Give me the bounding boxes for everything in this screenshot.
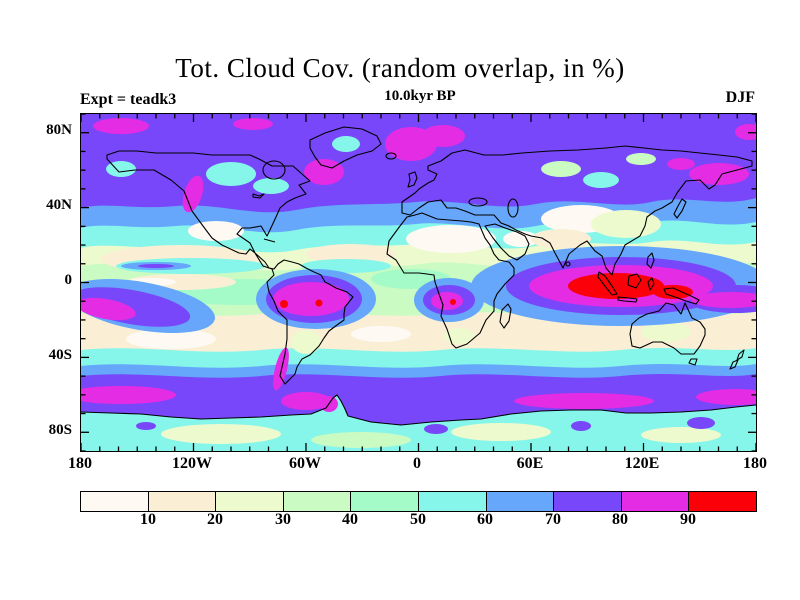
- colorbar-segment: [620, 492, 689, 511]
- y-tick-80S: 80S: [48, 422, 72, 438]
- colorbar-tick-10: 10: [140, 511, 156, 528]
- season-label: DJF: [725, 89, 755, 106]
- colorbar-segment: [282, 492, 351, 511]
- colorbar-segment: [81, 492, 148, 511]
- y-tick-40N: 40N: [46, 197, 72, 213]
- colorbar: [80, 491, 757, 512]
- convective-maxima-features: [81, 246, 756, 410]
- x-tick-60e: 60E: [516, 455, 544, 472]
- page-title: Tot. Cloud Cov. (random overlap, in %): [175, 53, 625, 83]
- colorbar-segment: [215, 492, 283, 511]
- x-tick-60w: 60W: [289, 455, 321, 472]
- colorbar-tick-80: 80: [612, 511, 628, 528]
- y-tick-0: 0: [64, 272, 73, 288]
- colorbar-tick-40: 40: [342, 511, 358, 528]
- x-tick-120w: 120W: [172, 455, 212, 472]
- coastlines: [81, 126, 756, 426]
- axis-tick-marks: [81, 114, 756, 451]
- colorbar-tick-20: 20: [207, 511, 223, 528]
- experiment-label: Expt = teadk3: [80, 91, 177, 108]
- world-map: [81, 114, 756, 451]
- colorbar-tick-60: 60: [477, 511, 493, 528]
- colorbar-segment: [688, 492, 756, 511]
- colorbar-tick-70: 70: [545, 511, 561, 528]
- y-tick-40S: 40S: [48, 347, 72, 363]
- colorbar-segment: [350, 492, 418, 511]
- x-tick-120e: 120E: [624, 455, 660, 472]
- colorbar-segment: [485, 492, 554, 511]
- colorbar-tick-90: 90: [680, 511, 696, 528]
- colorbar-tick-50: 50: [410, 511, 426, 528]
- x-tick-180e: 180: [743, 455, 767, 472]
- colorbar-segment: [417, 492, 486, 511]
- y-tick-80N: 80N: [46, 122, 72, 138]
- x-tick-0: 0: [413, 455, 421, 472]
- antarctica-interior: [81, 395, 756, 451]
- colorbar-segment: [553, 492, 621, 511]
- colorbar-segment: [147, 492, 216, 511]
- subtitle-epoch: 10.0kyr BP: [384, 88, 456, 104]
- map-plot-area: [80, 113, 757, 452]
- regional-contour-patches: [93, 118, 756, 354]
- colorbar-tick-30: 30: [275, 511, 291, 528]
- x-tick-180w: 180: [68, 455, 92, 472]
